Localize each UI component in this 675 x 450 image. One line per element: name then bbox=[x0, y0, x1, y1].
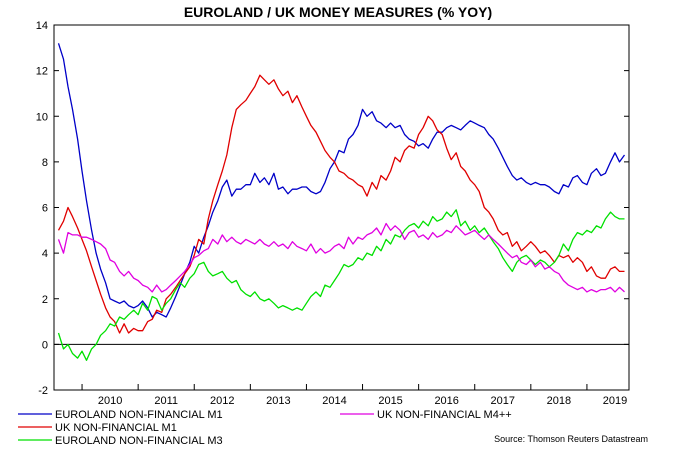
x-tick-label: 2016 bbox=[434, 395, 458, 407]
x-tick-label: 2011 bbox=[154, 395, 178, 407]
legend-item-euro-m1: EUROLAND NON-FINANCIAL M1 bbox=[18, 409, 223, 421]
y-tick-label: 2 bbox=[42, 294, 48, 306]
y-tick-label: 10 bbox=[36, 111, 48, 123]
x-tick-label: 2017 bbox=[491, 395, 515, 407]
x-tick-label: 2012 bbox=[210, 395, 234, 407]
x-tick-label: 2015 bbox=[378, 395, 402, 407]
chart-title: EUROLAND / UK MONEY MEASURES (% YOY) bbox=[184, 4, 492, 20]
series-line-uk-non-financial-m4 bbox=[57, 222, 625, 293]
source-note: Source: Thomson Reuters Datastream bbox=[494, 434, 648, 444]
y-tick-label: 8 bbox=[42, 157, 48, 169]
series-line-euroland-non-financial-m1 bbox=[57, 43, 626, 318]
x-tick-label: 2018 bbox=[547, 395, 571, 407]
y-tick-label: 4 bbox=[42, 248, 48, 260]
plot-frame bbox=[53, 24, 630, 391]
legend-item-uk-m4: UK NON-FINANCIAL M4++ bbox=[340, 409, 512, 421]
y-tick-label: 12 bbox=[36, 66, 48, 78]
x-tick-label: 2010 bbox=[98, 395, 122, 407]
legend-item-euro-m3: EUROLAND NON-FINANCIAL M3 bbox=[18, 435, 223, 447]
x-tick-label: 2019 bbox=[603, 395, 627, 407]
legend: EUROLAND NON-FINANCIAL M1 UK NON-FINANCI… bbox=[18, 409, 512, 447]
x-tick-label: 2013 bbox=[266, 395, 290, 407]
x-tick-label: 2014 bbox=[322, 395, 346, 407]
series-line-euroland-non-financial-m3 bbox=[57, 209, 625, 361]
y-tick-label: -2 bbox=[38, 385, 48, 397]
legend-label-uk-m1: UK NON-FINANCIAL M1 bbox=[55, 422, 177, 434]
y-tick-label: 6 bbox=[42, 203, 48, 215]
legend-label-euro-m1: EUROLAND NON-FINANCIAL M1 bbox=[55, 409, 223, 421]
y-tick-label: 14 bbox=[36, 20, 48, 32]
x-axis: 2010 2011 2012 2013 2014 2015 2016 2017 2018 2019 bbox=[81, 384, 627, 407]
series-line-uk-non-financial-m1 bbox=[57, 74, 625, 334]
legend-label-euro-m3: EUROLAND NON-FINANCIAL M3 bbox=[55, 435, 223, 447]
legend-item-uk-m1: UK NON-FINANCIAL M1 bbox=[18, 422, 177, 434]
y-tick-label: 0 bbox=[42, 339, 48, 351]
legend-label-uk-m4: UK NON-FINANCIAL M4++ bbox=[377, 409, 512, 421]
y-axis: -2 0 2 4 6 8 10 12 14 bbox=[36, 20, 629, 397]
series-lines bbox=[57, 43, 626, 361]
